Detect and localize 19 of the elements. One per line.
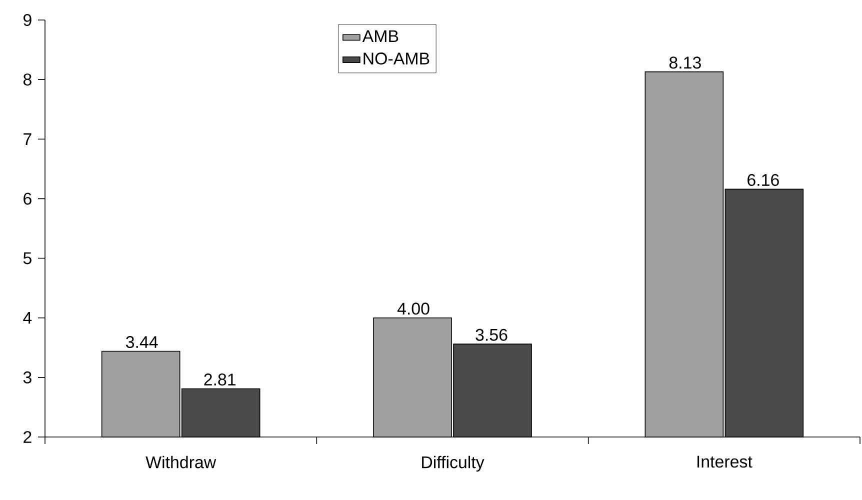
- data-label: 3.44: [126, 336, 158, 348]
- legend-label: NO-AMB: [364, 52, 430, 65]
- legend-label: AMB: [362, 30, 398, 42]
- data-label: 3.56: [476, 328, 508, 341]
- data-label: 6.16: [748, 174, 779, 186]
- x-tick-label: Difficulty: [422, 456, 484, 472]
- data-label: 4.00: [397, 302, 430, 315]
- y-tick-label: 6: [24, 192, 32, 205]
- y-tick-label: 7: [24, 133, 32, 145]
- y-tick-label: 8: [23, 74, 32, 86]
- data-label: 8.13: [669, 56, 701, 69]
- y-tick-label: 5: [23, 252, 32, 264]
- x-tick-label: Interest: [697, 456, 752, 468]
- y-tick-label: 9: [24, 14, 32, 26]
- y-tick-label: 2: [24, 431, 32, 443]
- x-tick-label: Withdraw: [146, 456, 216, 468]
- y-tick-label: 3: [23, 371, 32, 384]
- y-tick-label: 4: [23, 312, 32, 324]
- data-label: 2.81: [204, 374, 236, 386]
